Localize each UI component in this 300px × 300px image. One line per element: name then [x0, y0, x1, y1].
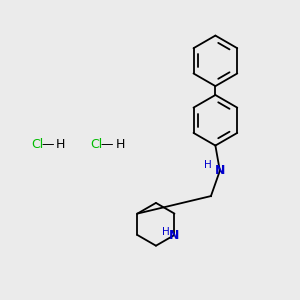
Text: N: N — [215, 164, 225, 177]
Text: N: N — [169, 229, 180, 242]
Text: Cl: Cl — [31, 138, 44, 151]
Text: H: H — [56, 138, 65, 151]
Text: —: — — [101, 138, 113, 151]
Text: H: H — [204, 160, 212, 170]
Text: H: H — [116, 138, 125, 151]
Text: H: H — [162, 227, 170, 237]
Text: Cl: Cl — [91, 138, 103, 151]
Text: —: — — [41, 138, 54, 151]
